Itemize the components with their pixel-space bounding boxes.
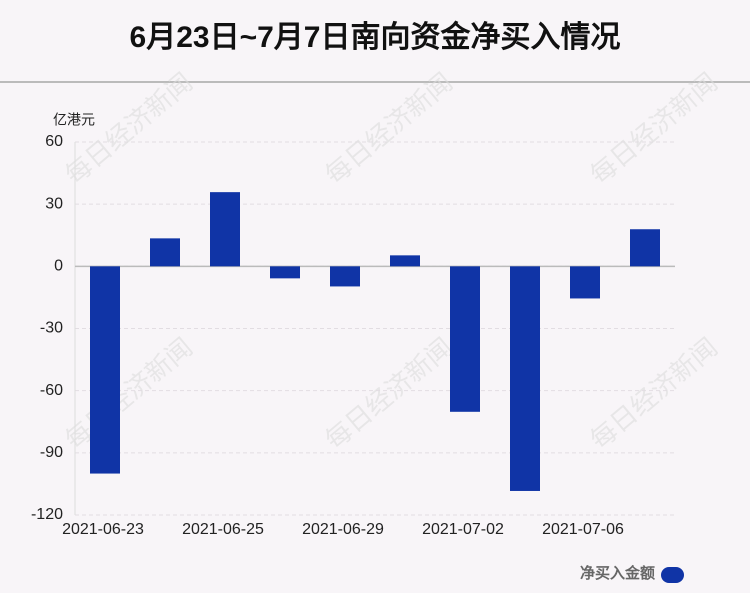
bar	[270, 266, 300, 279]
bar	[150, 238, 180, 267]
y-tick-label: -60	[40, 382, 63, 399]
y-tick-label: 30	[45, 195, 63, 212]
x-tick-label: 2021-06-23	[62, 521, 144, 538]
y-tick-label: 60	[45, 133, 63, 150]
x-tick-label: 2021-07-06	[542, 521, 624, 538]
y-tick-label: -30	[40, 320, 63, 337]
bar	[390, 255, 420, 267]
bar	[510, 266, 540, 491]
x-tick-label: 2021-06-29	[302, 521, 384, 538]
bar	[330, 266, 360, 287]
legend-swatch	[661, 567, 684, 583]
x-tick-label: 2021-06-25	[182, 521, 264, 538]
bar	[210, 192, 240, 267]
bar	[450, 266, 480, 412]
y-tick-label: 0	[54, 258, 63, 275]
x-tick-label: 2021-07-02	[422, 521, 504, 538]
legend-label: 净买入金额	[580, 564, 655, 582]
bar	[90, 266, 120, 474]
bar	[570, 266, 600, 299]
y-tick-label: -90	[40, 444, 63, 461]
chart-title: 6月23日~7月7日南向资金净买入情况	[130, 20, 621, 54]
bar	[630, 229, 660, 267]
y-tick-label: -120	[31, 506, 63, 523]
y-axis-label: 亿港元	[53, 112, 95, 128]
